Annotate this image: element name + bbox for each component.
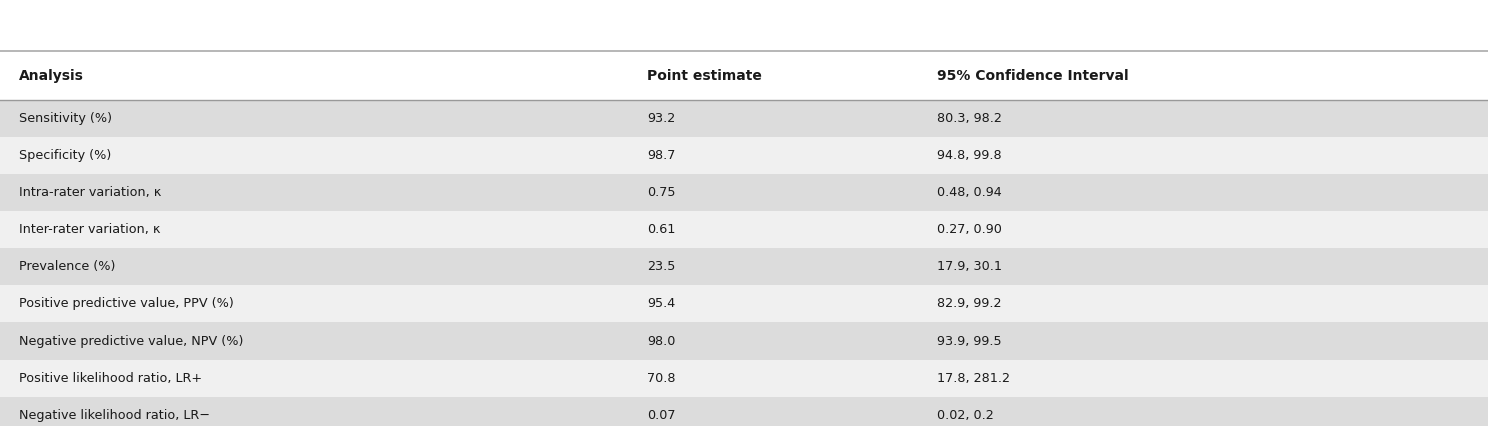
Text: Prevalence (%): Prevalence (%) bbox=[19, 260, 116, 273]
Text: 95% Confidence Interval: 95% Confidence Interval bbox=[937, 69, 1129, 83]
Text: 94.8, 99.8: 94.8, 99.8 bbox=[937, 149, 1001, 162]
Text: 98.7: 98.7 bbox=[647, 149, 676, 162]
Text: 93.2: 93.2 bbox=[647, 112, 676, 125]
Text: 70.8: 70.8 bbox=[647, 371, 676, 385]
Text: 0.07: 0.07 bbox=[647, 409, 676, 422]
Text: 80.3, 98.2: 80.3, 98.2 bbox=[937, 112, 1003, 125]
Text: Point estimate: Point estimate bbox=[647, 69, 762, 83]
Text: 0.02, 0.2: 0.02, 0.2 bbox=[937, 409, 994, 422]
Text: Sensitivity (%): Sensitivity (%) bbox=[19, 112, 113, 125]
Text: 95.4: 95.4 bbox=[647, 297, 676, 311]
Text: 17.9, 30.1: 17.9, 30.1 bbox=[937, 260, 1003, 273]
Bar bbox=[0, 137, 1488, 174]
Bar bbox=[0, 100, 1488, 137]
Bar bbox=[0, 248, 1488, 285]
Text: Intra-rater variation, κ: Intra-rater variation, κ bbox=[19, 186, 162, 199]
Text: 23.5: 23.5 bbox=[647, 260, 676, 273]
Bar bbox=[0, 322, 1488, 360]
Bar bbox=[0, 174, 1488, 211]
Text: Inter-rater variation, κ: Inter-rater variation, κ bbox=[19, 223, 161, 236]
Bar bbox=[0, 51, 1488, 100]
Text: 98.0: 98.0 bbox=[647, 334, 676, 348]
Text: Positive likelihood ratio, LR+: Positive likelihood ratio, LR+ bbox=[19, 371, 202, 385]
Text: 93.9, 99.5: 93.9, 99.5 bbox=[937, 334, 1001, 348]
Bar bbox=[0, 360, 1488, 397]
Text: Positive predictive value, PPV (%): Positive predictive value, PPV (%) bbox=[19, 297, 234, 311]
Text: 0.61: 0.61 bbox=[647, 223, 676, 236]
Text: 0.27, 0.90: 0.27, 0.90 bbox=[937, 223, 1003, 236]
Text: 0.75: 0.75 bbox=[647, 186, 676, 199]
Text: Analysis: Analysis bbox=[19, 69, 85, 83]
Text: Negative predictive value, NPV (%): Negative predictive value, NPV (%) bbox=[19, 334, 244, 348]
Bar bbox=[0, 285, 1488, 322]
Bar bbox=[0, 397, 1488, 426]
Text: 82.9, 99.2: 82.9, 99.2 bbox=[937, 297, 1001, 311]
Text: Negative likelihood ratio, LR−: Negative likelihood ratio, LR− bbox=[19, 409, 210, 422]
Text: Specificity (%): Specificity (%) bbox=[19, 149, 112, 162]
Text: 0.48, 0.94: 0.48, 0.94 bbox=[937, 186, 1003, 199]
Bar bbox=[0, 211, 1488, 248]
Text: 17.8, 281.2: 17.8, 281.2 bbox=[937, 371, 1010, 385]
